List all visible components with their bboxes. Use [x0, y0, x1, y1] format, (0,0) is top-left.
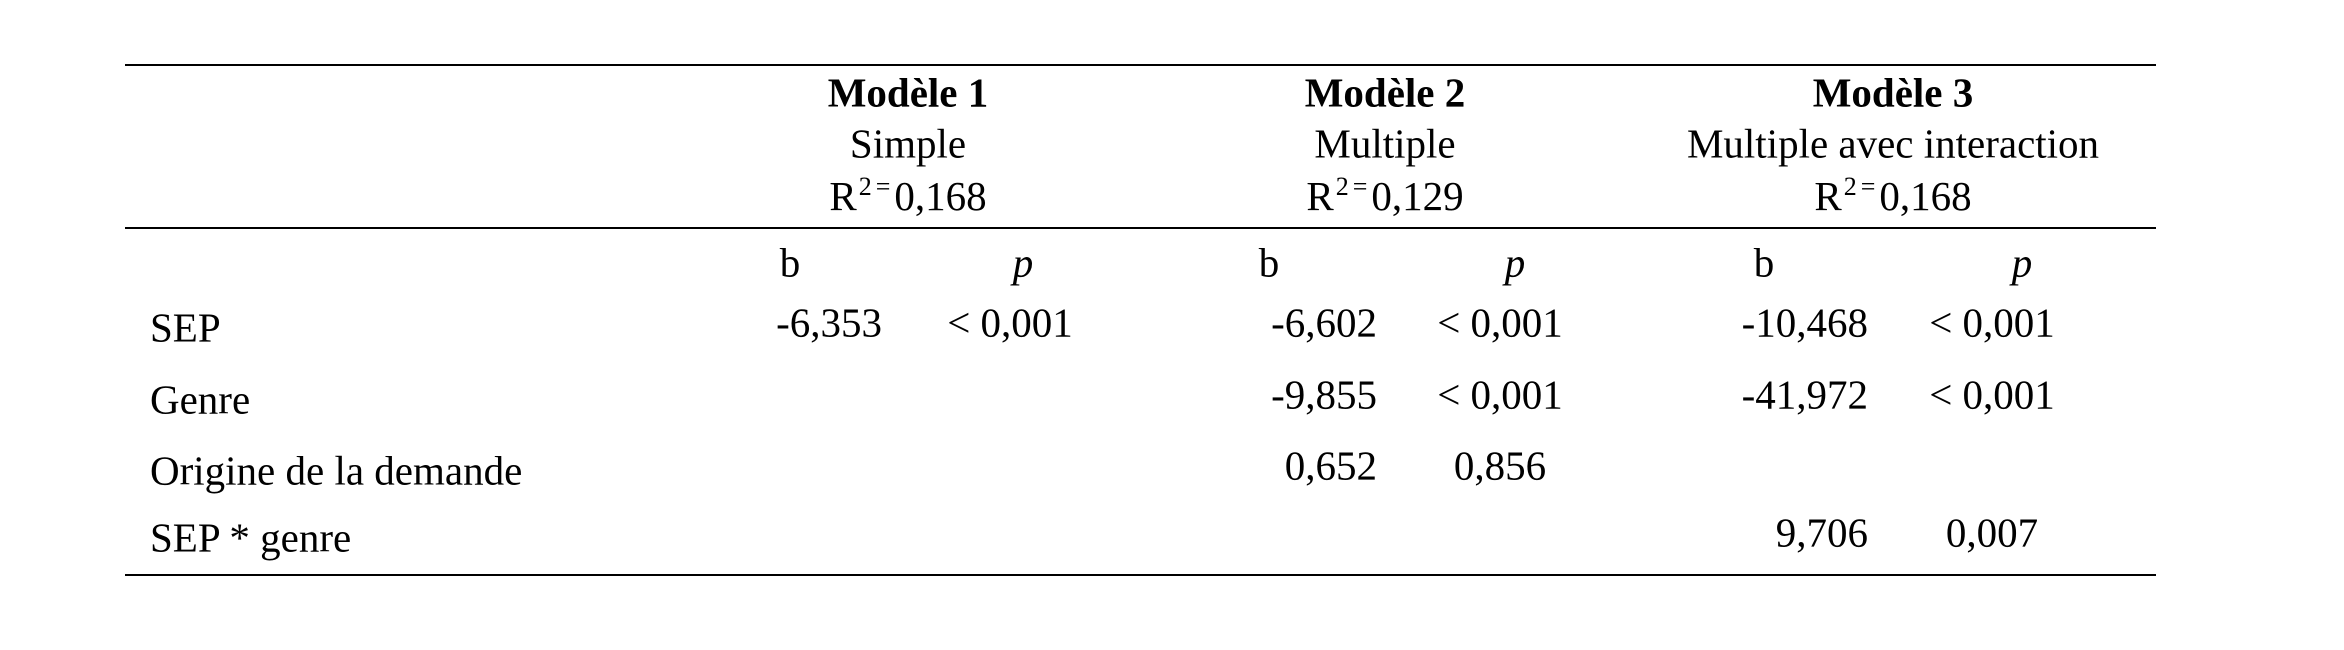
coefficient: -6,602 — [1271, 299, 1377, 345]
coefficient: -10,468 — [1742, 299, 1868, 345]
r2-value: 0,129 — [1371, 173, 1463, 219]
model-subtitle: Multiple — [1314, 120, 1455, 166]
r2-exponent: 2 — [859, 172, 872, 201]
model-title: Modèle 1 — [828, 69, 989, 115]
r-squared: R2 =0,168 — [1814, 172, 1971, 219]
r2-symbol: R — [1306, 173, 1334, 219]
r2-exponent: 2 — [1336, 172, 1349, 201]
model-subtitle: Simple — [850, 120, 966, 166]
column-header-b: b — [780, 239, 801, 285]
row-label: Genre — [150, 376, 250, 422]
r2-exponent: 2 — [1844, 172, 1857, 201]
r2-equals: = — [1861, 172, 1876, 201]
p-value: < 0,001 — [947, 299, 1073, 345]
r2-value: 0,168 — [894, 173, 986, 219]
p-value: < 0,001 — [1437, 299, 1563, 345]
column-header-b: b — [1754, 239, 1775, 285]
model-title: Modèle 2 — [1305, 69, 1466, 115]
r-squared: R2 =0,168 — [829, 172, 986, 219]
coefficient: 0,652 — [1285, 442, 1377, 488]
r-squared: R2 =0,129 — [1306, 172, 1463, 219]
model-subtitle: Multiple avec interaction — [1687, 120, 2099, 166]
r2-equals: = — [876, 172, 891, 201]
p-value: 0,007 — [1946, 509, 2038, 555]
p-value: 0,856 — [1454, 442, 1546, 488]
r2-symbol: R — [829, 173, 857, 219]
r2-symbol: R — [1814, 173, 1842, 219]
coefficient: 9,706 — [1776, 509, 1868, 555]
row-label: SEP * genre — [150, 514, 351, 560]
p-value: < 0,001 — [1437, 371, 1563, 417]
r2-equals: = — [1353, 172, 1368, 201]
row-label: SEP — [150, 304, 221, 350]
coefficient: -9,855 — [1271, 371, 1377, 417]
coefficient: -41,972 — [1742, 371, 1868, 417]
model-title: Modèle 3 — [1813, 69, 1974, 115]
column-header-b: b — [1259, 239, 1280, 285]
p-value: < 0,001 — [1929, 299, 2055, 345]
column-header-p: p — [2009, 239, 2033, 285]
column-header-p: p — [1010, 239, 1034, 285]
coefficient: -6,353 — [776, 299, 882, 345]
row-label: Origine de la demande — [150, 447, 522, 493]
column-header-p: p — [1502, 239, 1526, 285]
r2-value: 0,168 — [1879, 173, 1971, 219]
p-value: < 0,001 — [1929, 371, 2055, 417]
